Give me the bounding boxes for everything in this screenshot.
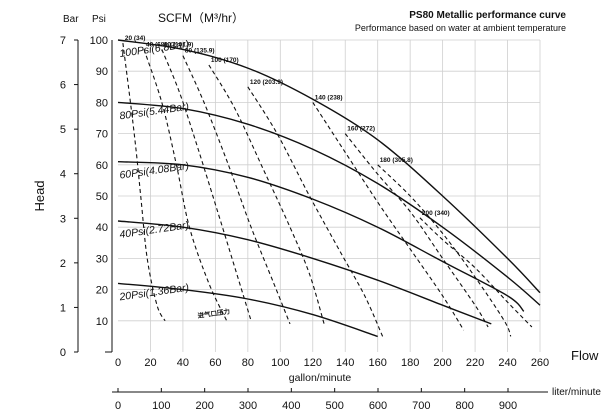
air-curve-label: 160 (272) bbox=[347, 126, 375, 133]
x-tick-label: 220 bbox=[466, 357, 484, 369]
air-curve bbox=[143, 49, 228, 322]
x-tick-label: 100 bbox=[271, 357, 289, 369]
psi-tick-label: 40 bbox=[96, 222, 108, 234]
liter-tick-label: 700 bbox=[412, 400, 430, 412]
head-curve bbox=[117, 282, 378, 338]
air-consumption-curves: 20 (34)40 (68)60 (101.9)80 (135.9)100 (1… bbox=[122, 35, 533, 337]
liter-tick-label: 600 bbox=[369, 400, 387, 412]
bar-tick-label: 3 bbox=[60, 213, 66, 225]
air-curve-label: 120 (203.9) bbox=[250, 79, 283, 86]
bar-unit-label: Bar bbox=[63, 14, 79, 25]
air-curve-label: 200 (340) bbox=[422, 210, 450, 217]
head-curve bbox=[117, 101, 541, 306]
air-curve bbox=[122, 43, 166, 322]
x-tick-label: 260 bbox=[531, 357, 549, 369]
x-axis-label: gallon/minute bbox=[289, 372, 352, 384]
grid bbox=[118, 39, 541, 352]
bar-tick-label: 1 bbox=[60, 302, 66, 314]
x-tick-label: 200 bbox=[433, 357, 451, 369]
liter-tick-label: 900 bbox=[499, 400, 517, 412]
x-tick-label: 20 bbox=[144, 357, 156, 369]
bar-tick-label: 4 bbox=[60, 169, 66, 181]
air-curve-label: 180 (305.8) bbox=[380, 157, 413, 164]
liter-tick-label: 800 bbox=[455, 400, 473, 412]
air-curve bbox=[312, 102, 465, 331]
psi-tick-label: 100 bbox=[90, 35, 108, 47]
x-tick-label: 40 bbox=[177, 357, 189, 369]
liter-tick-label: 0 bbox=[115, 400, 121, 412]
x-tick-label: 80 bbox=[242, 357, 254, 369]
x-tick-label: 240 bbox=[498, 357, 516, 369]
air-curve bbox=[344, 133, 489, 328]
head-curve bbox=[117, 161, 525, 312]
bar-tick-label: 7 bbox=[60, 35, 66, 47]
air-curve bbox=[247, 86, 384, 337]
x-tick-label: 140 bbox=[336, 357, 354, 369]
air-curve-label: 20 (34) bbox=[125, 35, 146, 42]
liter-tick-label: 500 bbox=[325, 400, 343, 412]
head-curve bbox=[117, 39, 541, 294]
x-tick-label: 0 bbox=[115, 357, 121, 369]
bar-tick-label: 6 bbox=[60, 80, 66, 92]
air-curve bbox=[208, 64, 325, 325]
psi-tick-label: 30 bbox=[96, 253, 108, 265]
psi-tick-label: 90 bbox=[96, 66, 108, 78]
liter-tick-label: 400 bbox=[282, 400, 300, 412]
chart-subtitle: Performance based on water at ambient te… bbox=[355, 23, 566, 33]
psi-unit-label: Psi bbox=[92, 14, 106, 25]
x-tick-label: 160 bbox=[369, 357, 387, 369]
bar-tick-label: 0 bbox=[60, 347, 66, 359]
head-curve bbox=[117, 220, 492, 325]
liter-tick-label: 300 bbox=[239, 400, 257, 412]
tick-labels: 0 20 40 60 80 100 120 140 160 180 200 220 240 2601020… bbox=[60, 35, 549, 412]
head-curve-label: 80Psi(5.44Bar) bbox=[119, 101, 190, 123]
bar-tick-label: 2 bbox=[60, 258, 66, 270]
air-curve bbox=[161, 49, 252, 321]
x-tick-label: 120 bbox=[304, 357, 322, 369]
chart-title: PS80 Metallic performance curve bbox=[409, 10, 566, 21]
axes bbox=[74, 39, 548, 393]
air-curve-label: 60 (101.9) bbox=[164, 41, 194, 48]
x-tick-label: 180 bbox=[401, 357, 419, 369]
psi-tick-label: 60 bbox=[96, 160, 108, 172]
psi-tick-label: 80 bbox=[96, 97, 108, 109]
liter-axis-label: liter/minute bbox=[552, 387, 601, 398]
air-curve bbox=[182, 55, 291, 325]
liter-tick-label: 100 bbox=[152, 400, 170, 412]
psi-tick-label: 50 bbox=[96, 191, 108, 203]
scfm-label: SCFM（M³/hr） bbox=[158, 11, 244, 25]
psi-tick-label: 70 bbox=[96, 129, 108, 141]
psi-tick-label: 20 bbox=[96, 285, 108, 297]
air-curve-label: 80 (135.9) bbox=[185, 48, 215, 55]
psi-tick-label: 10 bbox=[96, 316, 108, 328]
air-curve bbox=[377, 164, 512, 337]
liter-tick-label: 200 bbox=[195, 400, 213, 412]
y-axis-label: Head bbox=[32, 180, 47, 211]
bar-tick-label: 5 bbox=[60, 124, 66, 136]
x-tick-label: 60 bbox=[209, 357, 221, 369]
flow-label: Flow bbox=[571, 348, 599, 363]
air-curve-label: 140 (238) bbox=[315, 94, 343, 101]
air-curve bbox=[419, 217, 533, 328]
